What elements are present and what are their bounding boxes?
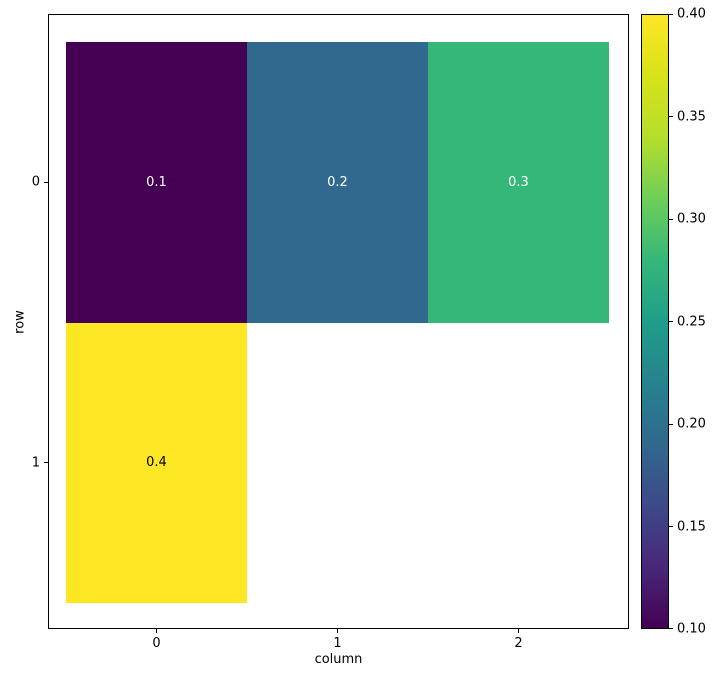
colorbar-tick-label: 0.10 [677,621,706,637]
heatmap-cell: 0.4 [66,322,247,603]
cell-value-annotation: 0.4 [146,455,167,471]
y-tick-mark [44,181,48,183]
x-tick-label: 0 [152,636,161,651]
y-tick-mark [44,462,48,464]
x-tick-mark [156,629,157,633]
colorbar-tick-mark [669,116,673,117]
colorbar-tick-mark [669,628,673,629]
colorbar-tick-mark [669,423,673,425]
x-tick-mark [518,629,519,633]
heatmap-cell: 0.2 [247,42,428,323]
colorbar-tick-mark [669,218,673,220]
heatmap-cell: 0.1 [66,42,247,323]
colorbar-tick-label: 0.25 [677,314,706,329]
x-tick-label: 2 [514,636,523,651]
colorbar-tick-mark [669,14,673,15]
cell-value-annotation: 0.1 [146,174,167,190]
x-tick-mark [337,629,338,633]
y-tick-label: 1 [31,455,40,471]
y-tick-label: 0 [31,174,40,190]
heatmap-cell: 0.3 [428,42,609,323]
colorbar-tick-mark [669,321,673,322]
colorbar-tick-label: 0.30 [677,211,706,227]
colorbar-tick-label: 0.15 [677,519,706,534]
colorbar-tick-label: 0.40 [677,6,706,22]
x-tick-label: 1 [333,636,342,651]
plot-area: 0.1 0.2 0.3 0.4 [48,14,629,629]
x-axis-label: column [314,652,363,667]
colorbar [641,14,669,629]
colorbar-tick-label: 0.20 [677,416,706,432]
colorbar-tick-label: 0.35 [677,109,706,124]
cell-value-annotation: 0.3 [508,174,529,190]
y-axis-label: row [12,309,28,334]
colorbar-tick-mark [669,526,673,527]
cell-value-annotation: 0.2 [327,174,348,190]
